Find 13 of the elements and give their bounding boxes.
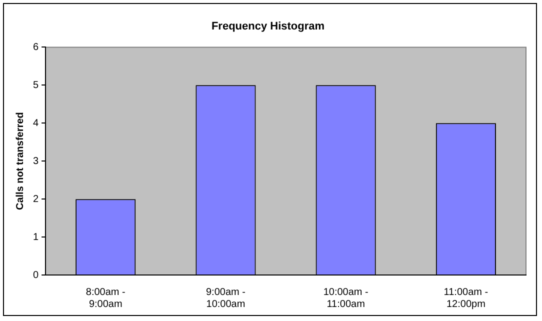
y-tick-label: 0 — [33, 270, 39, 281]
y-tick-label: 1 — [33, 232, 39, 243]
chart-title: Frequency Histogram — [211, 20, 325, 33]
y-axis-title: Calls not transferred — [14, 112, 26, 210]
x-tick-label: 9:00am - 10:00am — [206, 286, 246, 310]
x-tick-label: 8:00am - 9:00am — [86, 286, 126, 310]
y-tick-label: 6 — [33, 42, 39, 53]
y-tick-label: 5 — [33, 80, 39, 91]
y-tick-label: 3 — [33, 156, 39, 167]
x-tick-label: 11:00am - 12:00pm — [444, 286, 488, 310]
y-tick-label: 2 — [33, 194, 39, 205]
y-tick-label: 4 — [33, 118, 39, 129]
x-tick-label: 10:00am - 11:00am — [323, 286, 368, 310]
